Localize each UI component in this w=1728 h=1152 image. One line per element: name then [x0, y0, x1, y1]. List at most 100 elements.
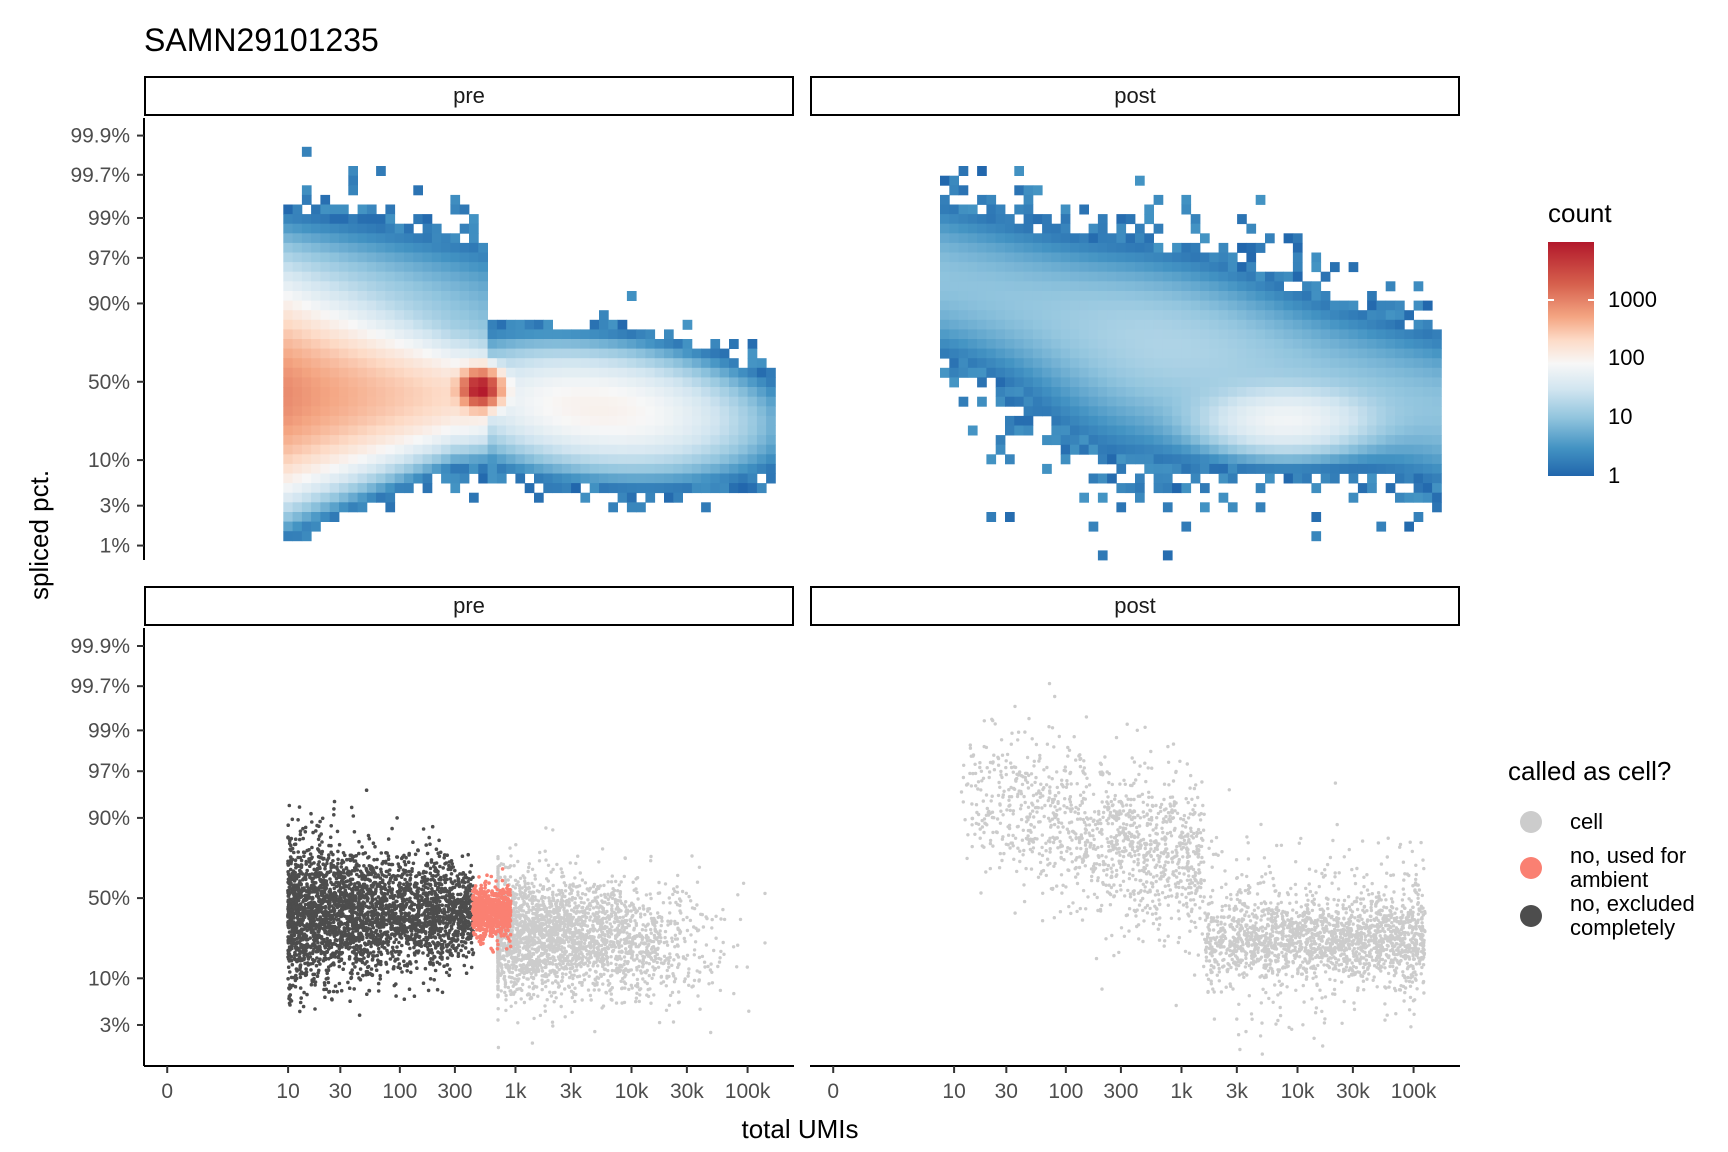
heatmap-bin — [348, 319, 358, 330]
heatmap-bin — [1144, 271, 1154, 282]
heatmap-bin — [1097, 233, 1108, 244]
heatmap-bin — [1125, 291, 1136, 301]
heatmap-bin — [766, 473, 776, 484]
heatmap-bin — [478, 310, 488, 321]
heatmap-bin — [450, 300, 461, 311]
heatmap-bin — [413, 396, 423, 407]
heatmap-bin — [1135, 291, 1145, 301]
heatmap-bin — [320, 463, 331, 474]
heatmap-bin — [1200, 291, 1210, 301]
heatmap-bin — [301, 358, 312, 369]
heatmap-bin — [691, 444, 702, 455]
heatmap-bin — [1302, 473, 1312, 484]
heatmap-bin — [1079, 339, 1089, 349]
heatmap-bin — [385, 242, 396, 253]
heatmap-bin — [301, 512, 312, 522]
cell-point — [511, 966, 515, 970]
heatmap-bin — [589, 454, 600, 465]
cell-point — [529, 943, 533, 947]
heatmap-bin — [292, 512, 303, 522]
heatmap-bin — [404, 262, 414, 273]
heatmap-bin — [1209, 300, 1219, 311]
heatmap-bin — [469, 454, 479, 465]
heatmap-bin — [366, 396, 377, 407]
heatmap-bin — [1218, 396, 1229, 407]
heatmap-bin — [967, 204, 978, 215]
heatmap-bin — [1042, 281, 1052, 292]
heatmap-bin — [664, 406, 674, 417]
cell-point — [540, 981, 545, 986]
heatmap-bin — [1200, 339, 1210, 349]
cell-point — [587, 887, 591, 891]
heatmap-bin — [441, 262, 451, 273]
heatmap-bin — [977, 329, 987, 340]
heatmap-bin — [1005, 300, 1015, 311]
heatmap-bin — [311, 521, 321, 532]
heatmap-bin — [385, 271, 396, 282]
cell-point — [588, 968, 592, 972]
heatmap-bin — [995, 252, 1006, 263]
heatmap-bin — [1367, 396, 1377, 407]
cell-point — [635, 953, 639, 958]
heatmap-bin — [617, 396, 628, 407]
heatmap-bin — [1032, 367, 1043, 378]
heatmap-bin — [478, 387, 488, 397]
heatmap-bin — [329, 358, 340, 369]
heatmap-bin — [1227, 444, 1238, 455]
cell-point — [524, 947, 529, 952]
heatmap-bin — [1162, 444, 1173, 455]
heatmap-bin — [756, 425, 767, 436]
heatmap-bin — [608, 377, 618, 388]
heatmap-bin — [701, 425, 711, 436]
heatmap-bin — [1023, 291, 1034, 301]
heatmap-bin — [413, 387, 423, 397]
heatmap-bin — [366, 406, 377, 417]
heatmap-bin — [394, 473, 405, 484]
heatmap-bin — [1032, 300, 1043, 311]
heatmap-bin — [292, 367, 303, 378]
heatmap-bin — [977, 367, 987, 378]
heatmap-bin — [311, 262, 321, 273]
heatmap-bin — [487, 473, 498, 484]
heatmap-bin — [571, 387, 581, 397]
heatmap-bin — [283, 358, 293, 369]
cell-point — [624, 947, 628, 951]
heatmap-bin — [1014, 262, 1024, 273]
heatmap-bin — [1042, 223, 1052, 234]
heatmap-bin — [459, 339, 470, 349]
heatmap-bin — [608, 406, 618, 417]
heatmap-bin — [431, 300, 442, 311]
x-tick-label: 30k — [1336, 1080, 1370, 1103]
cell-point — [583, 892, 588, 897]
cell-point — [519, 997, 523, 1001]
cell-point — [533, 873, 537, 878]
heatmap-bin — [1339, 319, 1349, 330]
heatmap-bin — [1209, 358, 1219, 369]
heatmap-bin — [1060, 204, 1071, 215]
heatmap-bin — [422, 223, 433, 234]
heatmap-bin — [1413, 463, 1424, 474]
heatmap-bin — [1413, 444, 1424, 455]
heatmap-bin — [1209, 367, 1219, 378]
heatmap-bin — [1097, 281, 1108, 292]
cell-point — [668, 955, 672, 960]
cell-point — [668, 952, 672, 956]
heatmap-bin — [1237, 358, 1247, 369]
heatmap-bin — [320, 406, 331, 417]
cell-point — [635, 991, 639, 995]
heatmap-bin — [1005, 348, 1015, 359]
heatmap-bin — [1422, 329, 1433, 340]
heatmap-bin — [478, 473, 488, 484]
heatmap-bin — [710, 406, 721, 417]
heatmap-bin — [1237, 425, 1247, 436]
y-tick-label: 97% — [88, 760, 130, 783]
heatmap-bin — [636, 454, 646, 465]
x-tick-label: 100 — [382, 1080, 417, 1103]
heatmap-bin — [1385, 329, 1396, 340]
heatmap-bin — [1032, 387, 1043, 397]
heatmap-bin — [1255, 291, 1266, 301]
cell-point — [540, 978, 544, 982]
heatmap-bin — [1135, 175, 1145, 186]
heatmap-bin — [283, 223, 293, 234]
heatmap-bin — [1079, 291, 1089, 301]
